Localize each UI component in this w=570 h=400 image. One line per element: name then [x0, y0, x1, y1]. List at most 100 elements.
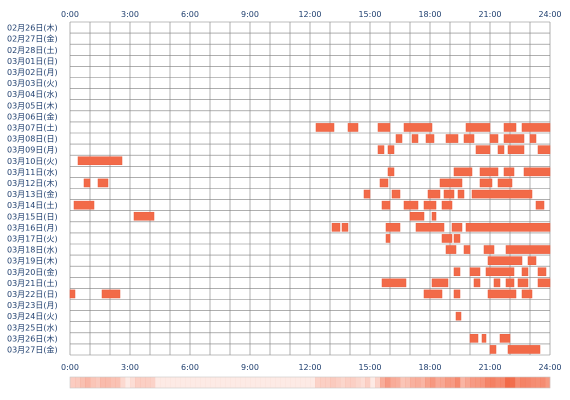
- day-label: 03月05日(木): [7, 100, 58, 110]
- day-label: 03月13日(金): [7, 189, 58, 199]
- x-tick-label-bottom: 18:00: [418, 363, 441, 372]
- day-label: 03月27日(金): [7, 344, 58, 354]
- activity-bar: [395, 134, 403, 143]
- summary-cell: [230, 377, 236, 388]
- summary-cell: [415, 377, 421, 388]
- activity-bar: [507, 345, 541, 354]
- summary-cell: [430, 377, 436, 388]
- summary-cell: [465, 377, 471, 388]
- summary-cell: [535, 377, 541, 388]
- day-label: 03月10日(火): [7, 157, 58, 166]
- summary-cell: [495, 377, 501, 388]
- day-label: 03月19日(木): [7, 256, 58, 266]
- x-tick-label-top: 12:00: [298, 10, 321, 19]
- summary-cell: [295, 377, 301, 388]
- summary-cell: [355, 377, 361, 388]
- summary-cell: [545, 377, 551, 388]
- summary-cell: [290, 377, 296, 388]
- x-tick-label-bottom: 24:00: [538, 363, 561, 372]
- x-tick-label-bottom: 6:00: [181, 363, 199, 372]
- day-label: 02月28日(土): [7, 45, 58, 55]
- summary-cell: [380, 377, 386, 388]
- activity-bar: [403, 123, 433, 132]
- summary-cell: [215, 377, 221, 388]
- summary-cell: [370, 377, 376, 388]
- summary-cell: [450, 377, 456, 388]
- day-label: 03月09日(月): [7, 146, 58, 155]
- summary-cell: [390, 377, 396, 388]
- activity-bar: [385, 223, 401, 232]
- summary-cell: [385, 377, 391, 388]
- day-label: 03月07日(土): [7, 122, 58, 132]
- activity-bar: [521, 289, 533, 299]
- day-label: 02月27日(金): [7, 34, 58, 44]
- activity-bar: [97, 178, 109, 188]
- activity-bar: [363, 189, 371, 199]
- x-tick-label-bottom: 12:00: [298, 363, 321, 372]
- summary-cell: [265, 377, 271, 388]
- summary-cell: [125, 377, 131, 388]
- x-tick-label-top: 15:00: [358, 10, 381, 19]
- summary-cell: [530, 377, 536, 388]
- x-tick-label-top: 9:00: [241, 10, 259, 19]
- x-tick-label-top: 6:00: [181, 10, 199, 19]
- activity-bar: [453, 289, 461, 299]
- summary-cell: [515, 377, 521, 388]
- summary-cell: [185, 377, 191, 388]
- summary-cell: [240, 377, 246, 388]
- activity-bar: [503, 123, 517, 132]
- summary-cell: [410, 377, 416, 388]
- activity-bar: [537, 278, 551, 288]
- activity-bar: [73, 200, 95, 210]
- day-label: 03月11日(水): [7, 167, 58, 177]
- activity-bars: [69, 123, 551, 354]
- x-tick-label-top: 0:00: [61, 10, 79, 19]
- summary-cell: [160, 377, 166, 388]
- activity-bar: [445, 134, 459, 143]
- summary-cell: [445, 377, 451, 388]
- activity-bar: [431, 211, 437, 221]
- summary-cell: [490, 377, 496, 388]
- summary-heat-strip: [69, 376, 551, 389]
- day-label: 03月06日(金): [7, 111, 58, 121]
- activity-bar: [483, 245, 495, 254]
- activity-bar: [425, 134, 435, 143]
- activity-bar: [381, 200, 391, 210]
- summary-cell: [260, 377, 266, 388]
- activity-bar: [487, 289, 517, 299]
- x-tick-label-bottom: 0:00: [61, 363, 79, 372]
- summary-cell: [245, 377, 251, 388]
- activity-bar: [537, 145, 551, 154]
- summary-cell: [325, 377, 331, 388]
- summary-cell: [335, 377, 341, 388]
- day-label: 03月14日(土): [7, 200, 58, 210]
- summary-cell: [180, 377, 186, 388]
- activity-bar: [503, 167, 515, 177]
- summary-cell: [130, 377, 136, 388]
- activity-bar: [377, 145, 385, 154]
- x-tick-label-top: 18:00: [418, 10, 441, 19]
- activity-bar: [379, 178, 389, 188]
- activity-bar: [441, 234, 453, 243]
- summary-cell: [75, 377, 81, 388]
- day-label: 03月01日(日): [7, 57, 58, 66]
- activity-bar: [341, 223, 349, 232]
- activity-bar: [83, 178, 91, 188]
- summary-cell: [510, 377, 516, 388]
- activity-bar: [377, 123, 391, 132]
- activity-bar: [415, 223, 445, 232]
- day-rows: 02月26日(木)02月27日(金)02月28日(土) 03月01日(日) 03月0…: [7, 23, 58, 355]
- summary-cell: [470, 377, 476, 388]
- summary-cell: [255, 377, 261, 388]
- summary-cell: [360, 377, 366, 388]
- summary-frame: [69, 376, 551, 389]
- summary-cell: [70, 377, 76, 388]
- summary-cell: [475, 377, 481, 388]
- summary-cell: [225, 377, 231, 388]
- summary-cell: [340, 377, 346, 388]
- activity-bar: [77, 156, 123, 166]
- summary-cell: [540, 377, 546, 388]
- summary-cell: [205, 377, 211, 388]
- x-axis-bottom: 0:00 3:00 6:00 9:00 12:00 15:00 18:00 21:00 24:0…: [61, 363, 562, 372]
